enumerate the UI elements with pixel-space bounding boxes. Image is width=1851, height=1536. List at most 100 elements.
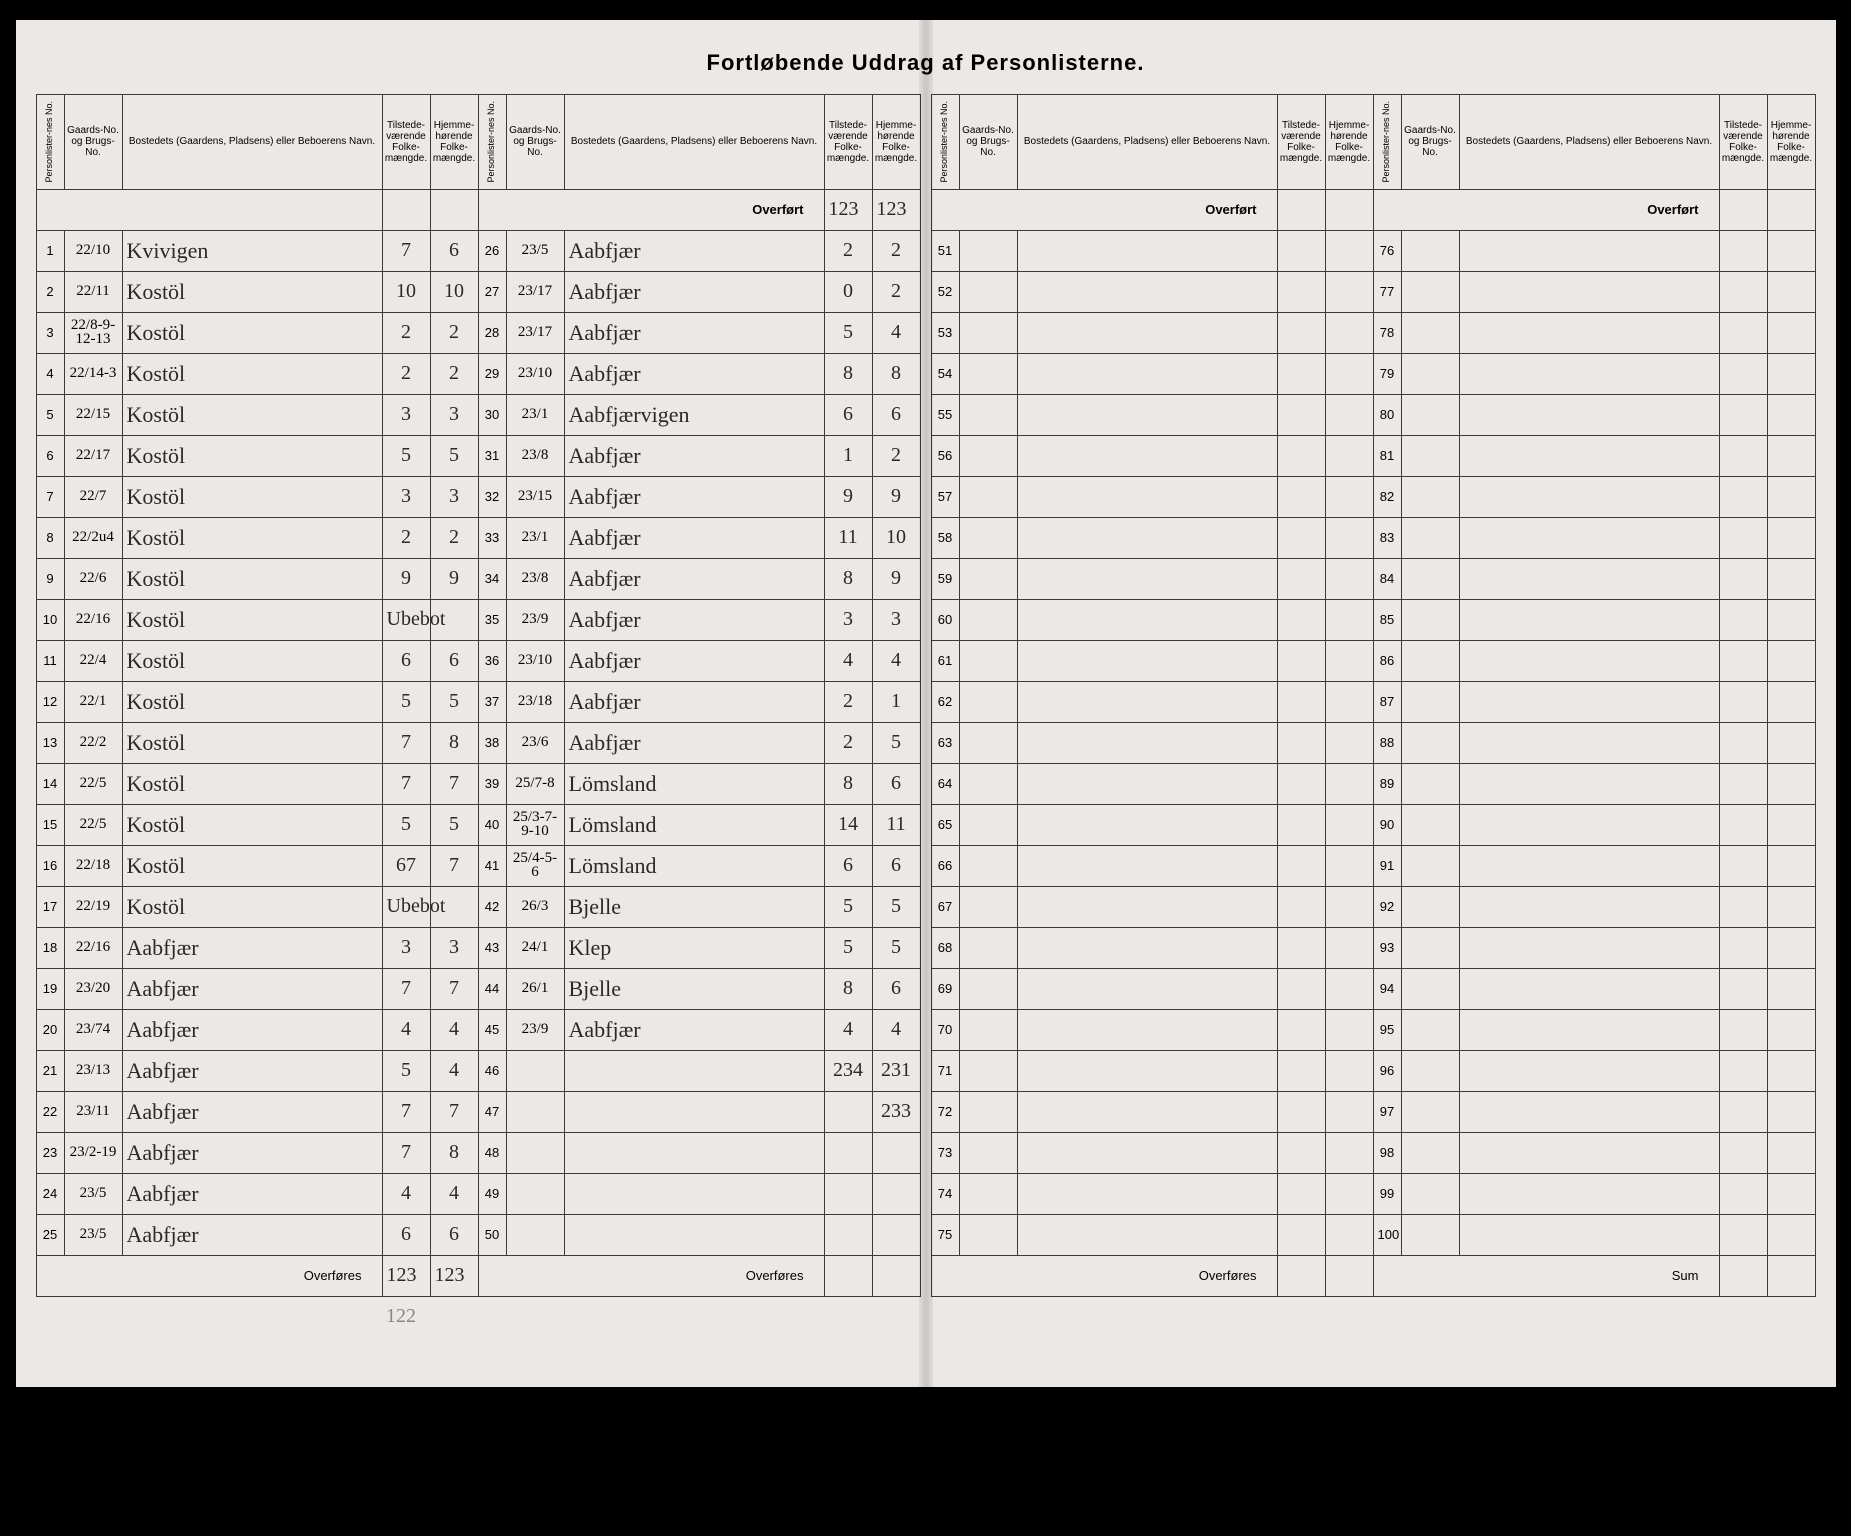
tilst bbox=[1719, 1132, 1767, 1173]
tilst bbox=[1277, 558, 1325, 599]
row-no: 70 bbox=[931, 1009, 959, 1050]
tilst: 7 bbox=[382, 230, 430, 271]
table-row: 1923/20Aabfjær774426/1Bjelle86 bbox=[36, 968, 920, 1009]
hjemme: 5 bbox=[430, 804, 478, 845]
bosted bbox=[564, 1091, 824, 1132]
bosted bbox=[1459, 271, 1719, 312]
overfores-row: OverføresSum bbox=[931, 1255, 1815, 1296]
tilst: 7 bbox=[382, 1091, 430, 1132]
row-no: 41 bbox=[478, 845, 506, 886]
bosted: Kostöl bbox=[122, 886, 382, 927]
gaard-no: 22/7 bbox=[64, 476, 122, 517]
tilst bbox=[824, 1132, 872, 1173]
gaard-no bbox=[1401, 640, 1459, 681]
bosted bbox=[1459, 558, 1719, 599]
gaard-no: 22/5 bbox=[64, 763, 122, 804]
gaard-no bbox=[959, 1050, 1017, 1091]
hjemme bbox=[872, 1132, 920, 1173]
tilst bbox=[1277, 722, 1325, 763]
overfort-hjemme bbox=[430, 189, 478, 230]
table-row: 2023/74Aabfjær444523/9Aabfjær44 bbox=[36, 1009, 920, 1050]
row-no: 27 bbox=[478, 271, 506, 312]
bosted bbox=[1459, 722, 1719, 763]
bosted: Aabfjær bbox=[122, 1009, 382, 1050]
row-no: 10 bbox=[36, 599, 64, 640]
row-no: 44 bbox=[478, 968, 506, 1009]
table-row: 1722/19KostölUbebot4226/3Bjelle55 bbox=[36, 886, 920, 927]
row-no: 98 bbox=[1373, 1132, 1401, 1173]
bosted: Aabfjær bbox=[564, 640, 824, 681]
row-no: 80 bbox=[1373, 394, 1401, 435]
hdr-hjemme: Hjemme-hørende Folke-mængde. bbox=[430, 95, 478, 190]
hjemme bbox=[1325, 1132, 1373, 1173]
hjemme bbox=[1325, 804, 1373, 845]
overfores-label: Overføres bbox=[36, 1255, 382, 1296]
tilst bbox=[1719, 312, 1767, 353]
spacer bbox=[430, 1296, 920, 1337]
row-no: 96 bbox=[1373, 1050, 1401, 1091]
tilst: 4 bbox=[382, 1009, 430, 1050]
table-row: 1122/4Kostöl663623/10Aabfjær44 bbox=[36, 640, 920, 681]
tilst bbox=[1277, 353, 1325, 394]
hdr-bosted: Bostedets (Gaardens, Pladsens) eller Beb… bbox=[564, 95, 824, 190]
hjemme: 4 bbox=[430, 1173, 478, 1214]
bosted: Aabfjærvigen bbox=[564, 394, 824, 435]
gaard-no bbox=[959, 1173, 1017, 1214]
row-no: 26 bbox=[478, 230, 506, 271]
row-no: 62 bbox=[931, 681, 959, 722]
tilst bbox=[1277, 230, 1325, 271]
bosted bbox=[1459, 517, 1719, 558]
tilst bbox=[1719, 230, 1767, 271]
row-no: 85 bbox=[1373, 599, 1401, 640]
table-row: 7499 bbox=[931, 1173, 1815, 1214]
bosted bbox=[1017, 271, 1277, 312]
bosted: Kostöl bbox=[122, 640, 382, 681]
gaard-no: 23/17 bbox=[506, 312, 564, 353]
bosted bbox=[1459, 681, 1719, 722]
hjemme: 2 bbox=[872, 435, 920, 476]
hjemme bbox=[872, 1214, 920, 1255]
bosted bbox=[564, 1173, 824, 1214]
gaard-no: 22/10 bbox=[64, 230, 122, 271]
bosted: Kostöl bbox=[122, 558, 382, 599]
row-no: 95 bbox=[1373, 1009, 1401, 1050]
tilst bbox=[1719, 517, 1767, 558]
gaard-no bbox=[506, 1091, 564, 1132]
gaard-no: 22/8-9-12-13 bbox=[64, 312, 122, 353]
tilst: 5 bbox=[382, 681, 430, 722]
gaard-no bbox=[959, 722, 1017, 763]
row-no: 67 bbox=[931, 886, 959, 927]
table-row: 2523/5Aabfjær6650 bbox=[36, 1214, 920, 1255]
row-no: 86 bbox=[1373, 640, 1401, 681]
gaard-no bbox=[959, 230, 1017, 271]
tilst: 2 bbox=[382, 353, 430, 394]
row-no: 59 bbox=[931, 558, 959, 599]
bosted: Aabfjær bbox=[564, 558, 824, 599]
hjemme bbox=[1325, 476, 1373, 517]
hjemme bbox=[1325, 558, 1373, 599]
hjemme bbox=[1767, 968, 1815, 1009]
bosted bbox=[1459, 1132, 1719, 1173]
bosted: Lömsland bbox=[564, 804, 824, 845]
gaard-no: 22/15 bbox=[64, 394, 122, 435]
tilst bbox=[1277, 599, 1325, 640]
tilst bbox=[1719, 353, 1767, 394]
bosted: Aabfjær bbox=[564, 517, 824, 558]
bosted: Kostöl bbox=[122, 394, 382, 435]
table-row: 622/17Kostöl553123/8Aabfjær12 bbox=[36, 435, 920, 476]
hjemme bbox=[1325, 640, 1373, 681]
bosted: Aabfjær bbox=[564, 1009, 824, 1050]
tilst: 9 bbox=[824, 476, 872, 517]
hdr-no: Personlister-nes No. bbox=[478, 95, 506, 190]
row-no: 66 bbox=[931, 845, 959, 886]
row-no: 20 bbox=[36, 1009, 64, 1050]
tilst bbox=[1277, 1132, 1325, 1173]
row-no: 65 bbox=[931, 804, 959, 845]
extra-num: 122 bbox=[382, 1296, 430, 1337]
row-no: 79 bbox=[1373, 353, 1401, 394]
table-row: 1222/1Kostöl553723/18Aabfjær21 bbox=[36, 681, 920, 722]
bosted bbox=[1017, 1091, 1277, 1132]
table-row: 5378 bbox=[931, 312, 1815, 353]
table-row: 6085 bbox=[931, 599, 1815, 640]
hjemme bbox=[1767, 804, 1815, 845]
